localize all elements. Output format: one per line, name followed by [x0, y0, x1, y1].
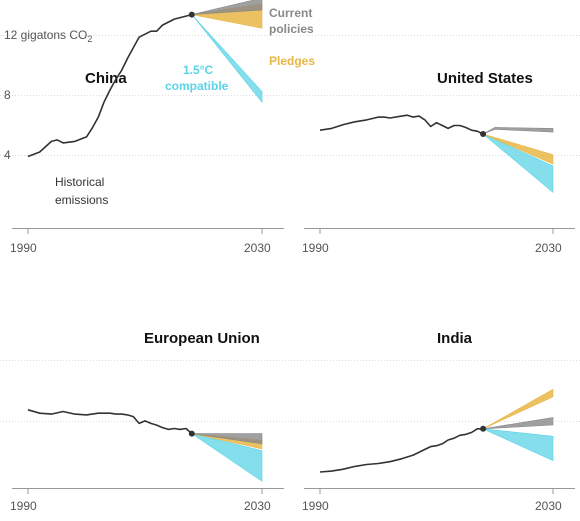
- x-tick-label: 2030: [244, 241, 271, 255]
- compatible-band: [191, 433, 263, 482]
- historical-line: [319, 114, 484, 135]
- last-point-dot: [188, 430, 195, 437]
- last-point-dot: [480, 425, 487, 432]
- x-tick-label: 2030: [244, 499, 271, 513]
- historical-line: [319, 428, 484, 473]
- y-axis-labels: 12 gigatons CO2 8 4: [4, 28, 92, 162]
- y-tick-label: 8: [4, 88, 11, 102]
- historical-line: [27, 13, 193, 158]
- panel-title: European Union: [144, 330, 260, 347]
- current-policies-band: [483, 417, 554, 430]
- pledges-band: [482, 133, 554, 165]
- current-policies-band: [191, 433, 263, 445]
- x-tick-label: 1990: [10, 499, 37, 513]
- y-tick-label: 4: [4, 148, 11, 162]
- compatible-band: [191, 14, 263, 104]
- x-tick-label: 1990: [302, 241, 329, 255]
- pledges-label: Pledges: [269, 54, 315, 68]
- panel-india: 1990 2030 India: [302, 330, 575, 513]
- current-policies-band: [482, 127, 554, 135]
- compatible-band: [482, 428, 554, 462]
- current-policies-label: policies: [269, 22, 314, 36]
- pledges-band: [482, 388, 554, 430]
- panel-title: India: [437, 330, 473, 347]
- last-point-dot: [188, 11, 195, 18]
- compatible-label: compatible: [165, 79, 229, 93]
- current-policies-band: [191, 0, 263, 15]
- compatible-band: [482, 133, 554, 193]
- gridlines: [0, 35, 580, 422]
- x-tick-label: 1990: [10, 241, 37, 255]
- x-tick-label: 2030: [535, 499, 562, 513]
- panel-united-states: 1990 2030 United States: [302, 70, 575, 255]
- annotations: Historical emissions Current policies Pledge…: [55, 6, 315, 207]
- panel-european-union: 1990 2030 European Union: [10, 330, 284, 513]
- current-policies-label: Current: [269, 6, 312, 20]
- x-tick-label: 1990: [302, 499, 329, 513]
- x-tick-label: 2030: [535, 241, 562, 255]
- panel-title: China: [85, 70, 127, 87]
- historical-label: emissions: [55, 193, 108, 207]
- y-unit-subscript: 2: [87, 34, 92, 44]
- y-unit-main: 12 gigatons CO: [4, 28, 87, 42]
- historical-line: [27, 409, 193, 435]
- panel-title: United States: [437, 70, 533, 87]
- historical-label: Historical: [55, 175, 104, 189]
- panel-china: 1990 2030 China: [10, 0, 284, 255]
- y-unit-label: 12 gigatons CO2: [4, 28, 92, 44]
- compatible-label: 1.5°C: [183, 63, 213, 77]
- last-point-dot: [480, 131, 487, 137]
